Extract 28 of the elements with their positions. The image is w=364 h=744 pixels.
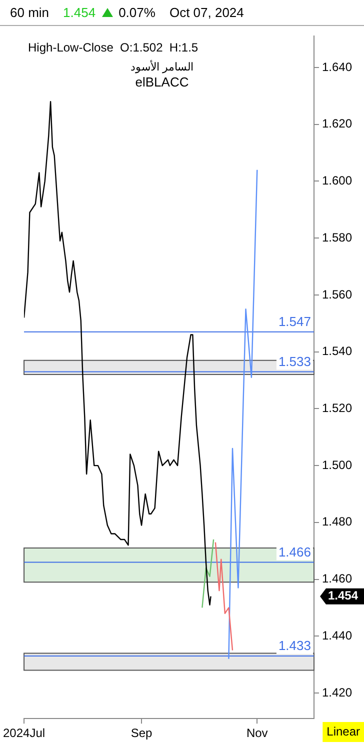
text: 1.454 [63,5,96,20]
y-tick-label: 1.460 [322,572,352,586]
y-tick-label: 1.620 [322,116,352,131]
y-tick-label: 1.580 [322,230,352,244]
ref-line-label: 1.547 [278,314,311,329]
y-tick-label: 1.420 [322,685,352,700]
text: Linear [326,724,360,738]
y-tick-label: 1.440 [322,628,352,642]
x-tick-label: Sep [130,726,153,740]
text: 1.454 [328,588,358,603]
ref-line-label: 1.433 [278,638,311,654]
y-tick-label: 1.540 [322,344,352,358]
text: 0.07% [118,5,156,20]
chart-subtitle: High-Low-Close O:1.502 H:1.5 [28,40,198,55]
x-tick-label: Nov [246,726,268,740]
annotation: elBLACC [135,74,189,90]
text: Oct 07, 2024 [169,5,244,20]
x-tick-label: 2024Jul [2,726,46,740]
y-tick-label: 1.640 [322,60,352,74]
y-tick-label: 1.500 [322,458,352,472]
ref-line-label: 1.533 [278,354,311,369]
y-tick-label: 1.520 [322,400,352,415]
y-tick-label: 1.560 [322,287,352,302]
chart-title: 60 min [10,5,50,20]
y-tick-label: 1.480 [322,514,352,529]
y-tick-label: 1.600 [322,174,352,188]
ref-line-label: 1.466 [278,544,311,560]
annotation: السامر الأسود [130,60,194,74]
